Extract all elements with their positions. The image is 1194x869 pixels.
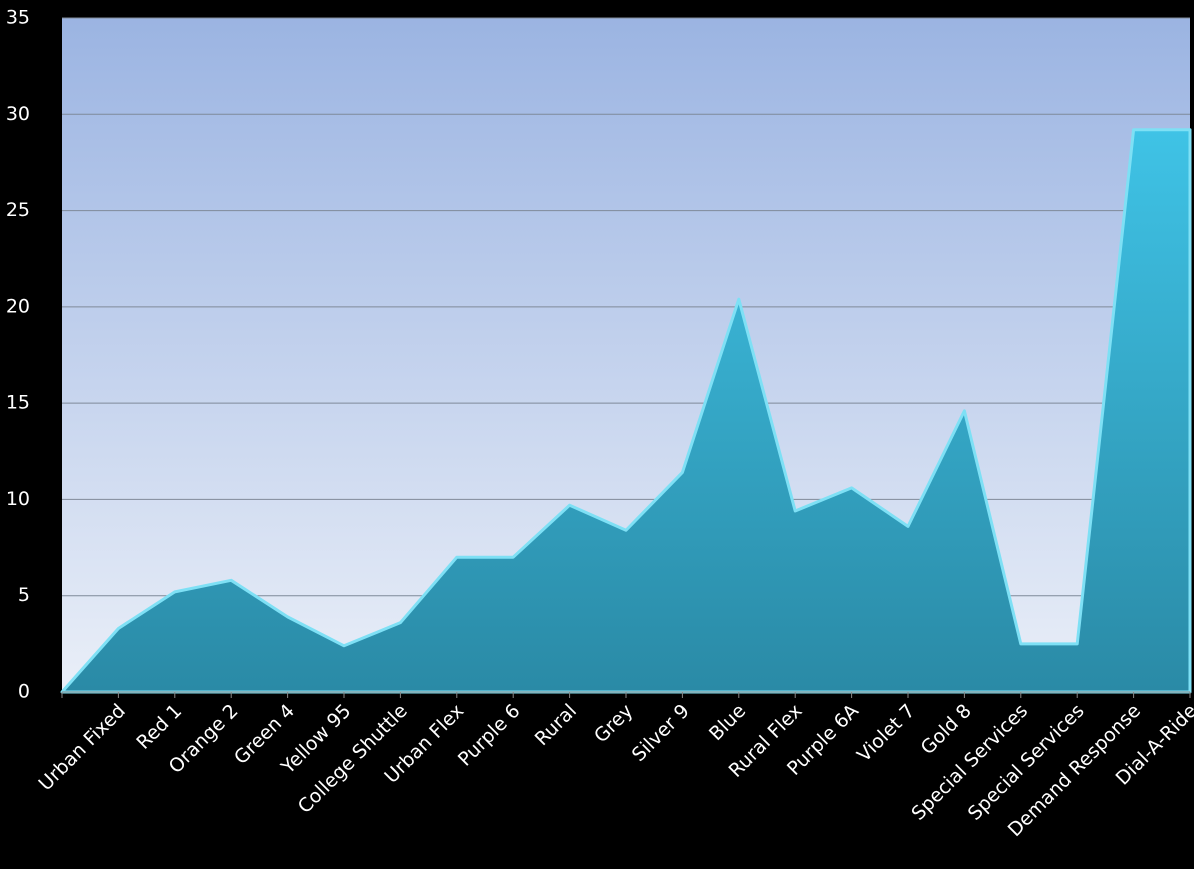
y-tick-label: 10 <box>6 488 30 510</box>
x-tick-label: Urban Fixed <box>35 700 130 795</box>
x-tick-label: Silver 9 <box>628 700 694 766</box>
y-tick-label: 35 <box>6 7 30 29</box>
area <box>60 128 1192 694</box>
x-tick-label: Violet 7 <box>853 700 919 766</box>
y-tick-label: 15 <box>6 392 30 414</box>
y-tick-label: 20 <box>6 295 30 317</box>
x-tick-label: Purple 6 <box>454 700 525 771</box>
y-tick-label: 0 <box>18 681 30 703</box>
x-tick-label: Rural <box>531 700 581 750</box>
y-tick-label: 25 <box>6 199 30 221</box>
y-tick-label: 30 <box>6 103 30 125</box>
x-tick-label: Blue <box>705 700 750 745</box>
y-tick-label: 5 <box>18 584 30 606</box>
x-tick-label: Red 1 <box>132 700 186 754</box>
x-tick-label: Grey <box>590 700 637 747</box>
